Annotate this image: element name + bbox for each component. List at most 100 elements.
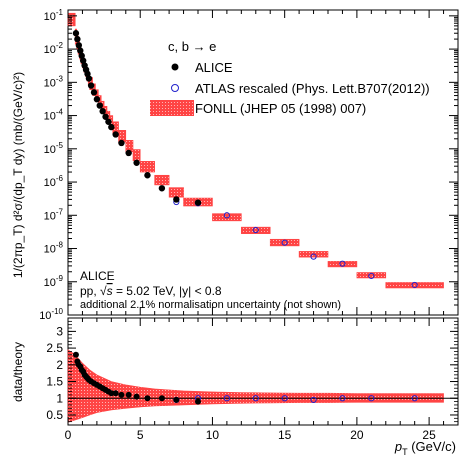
fonll-ratio-band	[67, 349, 444, 423]
y-tick-label-base: 10	[44, 244, 56, 256]
y-tick-label-exponent: -6	[56, 174, 64, 183]
legend-marker-alice	[171, 63, 179, 71]
x-axis-symbol: p	[394, 439, 402, 454]
spectrum-x-ticks	[67, 10, 459, 315]
alice-point	[90, 89, 98, 96]
atlas-point	[339, 260, 346, 267]
alice-point	[133, 159, 140, 166]
y-tick-label: 2	[56, 358, 63, 372]
spectrum-y-axis-label: 1/(2πp_T) d²σ/(dp_T dy) (mb/(GeV/c)²)	[11, 72, 25, 278]
ratio-x-ticks: 0 5 10 15 20 25	[65, 318, 459, 442]
legend-marker-atlas	[171, 84, 179, 92]
x-axis-subscript: T	[402, 447, 408, 457]
y-tick-label: 0.5	[46, 408, 63, 422]
atlas-point	[281, 239, 288, 246]
annotation-block: ALICE pp, √s = 5.02 TeV, |y| < 0.8 addit…	[80, 269, 341, 311]
y-tick-label-base: 10	[44, 277, 56, 289]
y-tick-label-base: 10	[44, 210, 56, 222]
y-tick-label: 1.5	[46, 375, 63, 389]
alice-point	[85, 75, 93, 82]
alice-ratio-point	[195, 398, 201, 405]
y-tick-label: 10-8	[44, 241, 64, 256]
atlas-ratio-point	[281, 395, 288, 402]
alice-point	[72, 30, 80, 37]
alice-ratio-series	[72, 351, 201, 405]
legend-marker-fonll	[150, 100, 194, 116]
alice-point	[79, 57, 87, 64]
atlas-point	[368, 272, 375, 280]
y-tick-label-exponent: -5	[56, 141, 64, 150]
alice-point	[105, 118, 112, 125]
alice-ratio-point	[112, 390, 119, 397]
alice-point	[102, 113, 109, 120]
alice-point	[173, 196, 180, 203]
fonll-band-bin	[212, 213, 242, 222]
ratio-y-ticks: 0.5 1 1.5 2 2.5 3	[46, 320, 458, 423]
atlas-ratio-point	[339, 395, 346, 402]
y-tick-label-base: 10	[44, 177, 56, 189]
ratio-panel: 0 5 10 15 20 25 0.5 1 1.5 2 2.5 3 data/theory pT (…	[11, 317, 459, 457]
atlas-ratio-point	[223, 395, 230, 402]
spectrum-panel: 10-1010-910-810-710-610-510-410-310-210-…	[11, 8, 459, 322]
y-tick-label: 10-7	[44, 207, 64, 222]
fonll-band-bin	[269, 238, 300, 247]
alice-point	[96, 102, 103, 109]
alice-ratio-point	[72, 351, 79, 358]
alice-point	[108, 123, 115, 131]
alice-point	[144, 172, 151, 179]
annotation-system-suffix: = 5.02 TeV, |y| < 0.8	[113, 284, 222, 298]
atlas-ratio-point	[252, 395, 259, 402]
y-tick-label: 10-1	[44, 8, 64, 23]
annotation-collision-system: pp, √s = 5.02 TeV, |y| < 0.8	[80, 284, 222, 298]
fonll-band-bin	[132, 149, 141, 161]
alice-point	[99, 108, 106, 115]
x-tick-label: 10	[206, 428, 220, 442]
fonll-ratio-band-area	[67, 349, 444, 423]
annotation-experiment: ALICE	[80, 269, 115, 283]
x-tick-label: 15	[278, 428, 292, 442]
spectrum-y-ticks: 10-1010-910-810-710-610-510-410-310-210-…	[39, 8, 458, 322]
legend-label-fonll: FONLL (JHEP 05 (1998) 007)	[195, 101, 366, 116]
y-tick-label: 10-9	[44, 274, 64, 289]
y-tick-label-exponent: -7	[56, 207, 64, 216]
spectrum-plot-frame	[67, 9, 459, 316]
y-tick-label-exponent: -10	[51, 307, 63, 316]
fonll-band-bin	[168, 187, 184, 198]
alice-point	[75, 42, 83, 49]
x-tick-label: 0	[65, 428, 72, 442]
atlas-ratio-point	[310, 396, 317, 404]
y-tick-label-exponent: -3	[56, 74, 64, 83]
alice-ratio-point	[118, 391, 125, 398]
y-tick-label: 10-6	[44, 174, 64, 189]
y-tick-label-base: 10	[44, 11, 56, 23]
y-tick-label: 10-3	[44, 74, 64, 89]
y-tick-label-exponent: -1	[56, 8, 64, 17]
alice-series	[72, 30, 202, 206]
legend-label-atlas: ATLAS rescaled (Phys. Lett.B707(2012))	[195, 81, 430, 96]
annotation-system-prefix: pp,	[80, 284, 100, 298]
y-tick-label: 10-2	[44, 41, 64, 56]
alice-ratio-point	[173, 396, 180, 403]
alice-ratio-point	[133, 393, 140, 400]
alice-ratio-point	[144, 395, 151, 402]
fonll-band-bin	[154, 174, 170, 186]
alice-point	[77, 47, 84, 54]
y-tick-label: 10-4	[44, 108, 64, 123]
legend-header: c, b → e	[168, 39, 216, 54]
atlas-point	[252, 226, 259, 234]
atlas-ratio-point	[411, 395, 418, 402]
x-axis-unit: (GeV/c)	[408, 439, 456, 454]
x-axis-label: pT (GeV/c)	[394, 439, 456, 457]
annotation-normalisation-note: additional 2.1% normalisation uncertaint…	[80, 299, 341, 311]
legend-label-alice: ALICE	[195, 60, 233, 75]
y-tick-label-exponent: -8	[56, 241, 64, 250]
legend: c, b → e ALICE ATLAS rescaled (Phys. Let…	[150, 39, 430, 116]
alice-point	[112, 131, 119, 138]
alice-point	[158, 185, 166, 192]
alice-ratio-point	[125, 391, 132, 398]
y-tick-label-exponent: -9	[56, 274, 64, 283]
y-tick-label: 10-5	[44, 141, 64, 156]
y-tick-label-base: 10	[44, 77, 56, 89]
